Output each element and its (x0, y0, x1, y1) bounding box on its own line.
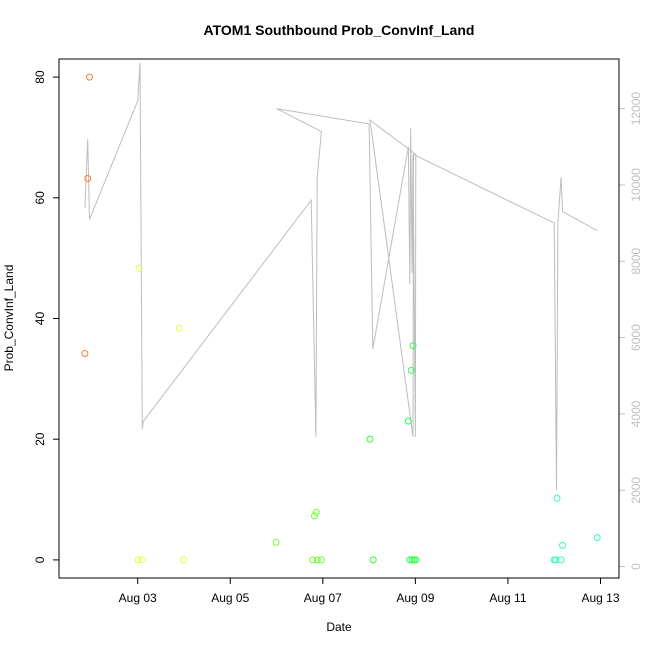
data-point (138, 556, 146, 564)
data-point (559, 541, 566, 549)
data-point (404, 417, 412, 425)
secondary-series-polyline (84, 62, 598, 491)
secondary-y-tick-label: 2000 (629, 477, 643, 504)
x-tick-label: Aug 13 (581, 591, 619, 605)
x-axis-label: Date (326, 620, 352, 634)
data-points (81, 73, 601, 564)
data-point (313, 556, 321, 564)
data-point (272, 538, 280, 546)
y-tick-label: 0 (33, 556, 47, 563)
data-point (366, 435, 374, 443)
x-tick-label: Aug 03 (119, 591, 157, 605)
secondary-y-tick-label: 12000 (629, 92, 643, 126)
data-point (593, 534, 601, 542)
data-point (317, 556, 325, 564)
x-tick-label: Aug 05 (211, 591, 249, 605)
secondary-y-tick-label: 0 (629, 563, 643, 570)
x-tick-label: Aug 09 (396, 591, 434, 605)
secondary-y-tick-label: 4000 (629, 400, 643, 427)
data-point (408, 556, 416, 564)
y-tick-label: 80 (33, 70, 47, 84)
secondary-y-tick-label: 10000 (629, 168, 643, 202)
data-point (180, 556, 187, 564)
plot-frame (58, 58, 620, 579)
data-point (175, 324, 183, 332)
secondary-y-tick-label: 6000 (629, 324, 643, 351)
secondary-y-tick-label: 8000 (629, 248, 643, 275)
data-point (134, 556, 142, 564)
data-point (369, 556, 377, 564)
data-point (309, 556, 317, 564)
y-axis: 0 20 40 60 80 (33, 70, 60, 563)
secondary-series-line (84, 62, 598, 491)
secondary-y-axis: 0 2000 4000 6000 8000 10000 12000 (618, 92, 643, 570)
x-tick-label: Aug 07 (304, 591, 342, 605)
data-point (557, 556, 565, 564)
data-point (553, 494, 561, 502)
data-point (135, 264, 143, 272)
data-point (81, 350, 89, 357)
chart-title: ATOM1 Southbound Prob_ConvInf_Land (204, 22, 475, 38)
y-axis-label: Prob_ConvInf_Land (2, 265, 16, 372)
data-point (86, 73, 93, 81)
y-tick-label: 20 (33, 432, 47, 446)
data-point (311, 512, 318, 520)
data-point (412, 556, 420, 564)
data-point (409, 342, 417, 350)
y-tick-label: 60 (33, 191, 47, 205)
x-axis: Aug 03 Aug 05 Aug 07 Aug 09 Aug 11 Aug 13 (119, 577, 620, 605)
x-tick-label: Aug 11 (489, 591, 526, 605)
data-point (407, 366, 415, 374)
y-tick-label: 40 (33, 312, 47, 326)
data-point (84, 175, 92, 182)
data-point (312, 508, 320, 516)
